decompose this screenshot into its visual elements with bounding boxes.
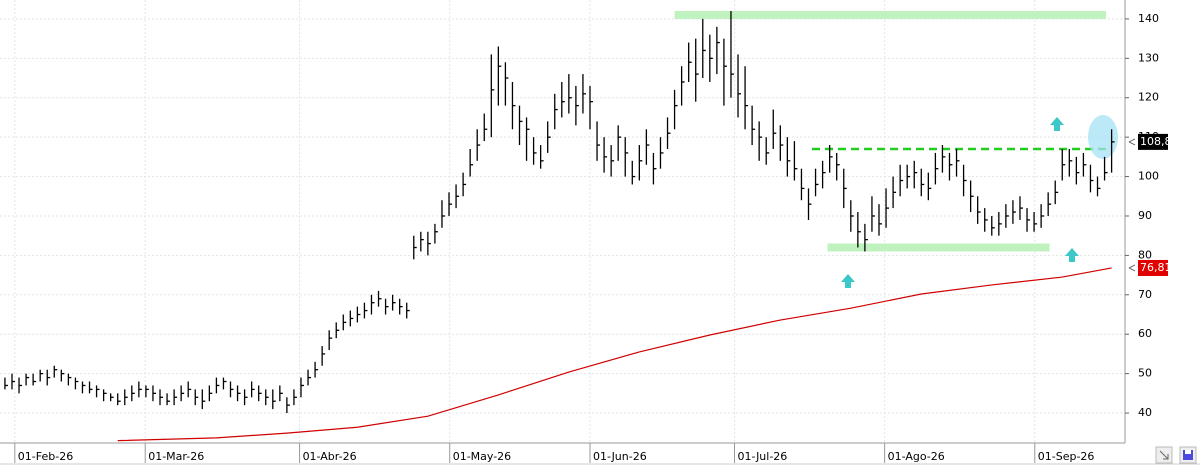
x-tick-label: 01-Abr-26	[303, 450, 357, 463]
x-tick-label: 01-Jul-26	[737, 450, 787, 463]
axes: 40506070809010011012013014001-Feb-2601-M…	[14, 12, 1172, 463]
y-tick-label: 50	[1138, 367, 1152, 380]
save-button[interactable]	[1179, 446, 1197, 464]
y-tick-label: 80	[1138, 248, 1152, 261]
arrow-up	[841, 274, 855, 288]
x-tick-label: 01-Ago-26	[888, 450, 945, 463]
arrow-up	[1050, 117, 1064, 131]
x-tick-label: 01-Feb-26	[18, 450, 73, 463]
arrows	[841, 117, 1079, 288]
grid	[0, 0, 1125, 443]
price-pointer	[1128, 264, 1136, 272]
x-tick-label: 01-Sep-26	[1038, 450, 1095, 463]
y-tick-label: 100	[1138, 170, 1159, 183]
y-tick-label: 40	[1138, 406, 1152, 419]
x-tick-label: 01-May-26	[453, 450, 511, 463]
price-label: 108,8	[1140, 135, 1172, 148]
moving-average	[117, 267, 1112, 442]
price-label-box	[1138, 259, 1168, 276]
y-tick-label: 90	[1138, 209, 1152, 222]
marks	[4, 11, 1115, 442]
price-label-box	[1138, 133, 1168, 150]
arrow-up	[1065, 248, 1079, 262]
price-label: 76,81	[1140, 261, 1172, 274]
price-pointer	[1128, 138, 1136, 146]
zoom-button[interactable]	[1155, 446, 1173, 464]
y-tick-label: 120	[1138, 91, 1159, 104]
highlight-ellipse	[1088, 115, 1118, 159]
y-tick-label: 140	[1138, 12, 1159, 25]
x-tick-label: 01-Mar-26	[148, 450, 204, 463]
y-tick-label: 70	[1138, 288, 1152, 301]
y-tick-label: 130	[1138, 51, 1159, 64]
y-tick-label: 60	[1138, 327, 1152, 340]
x-tick-label: 01-Jun-26	[593, 450, 647, 463]
